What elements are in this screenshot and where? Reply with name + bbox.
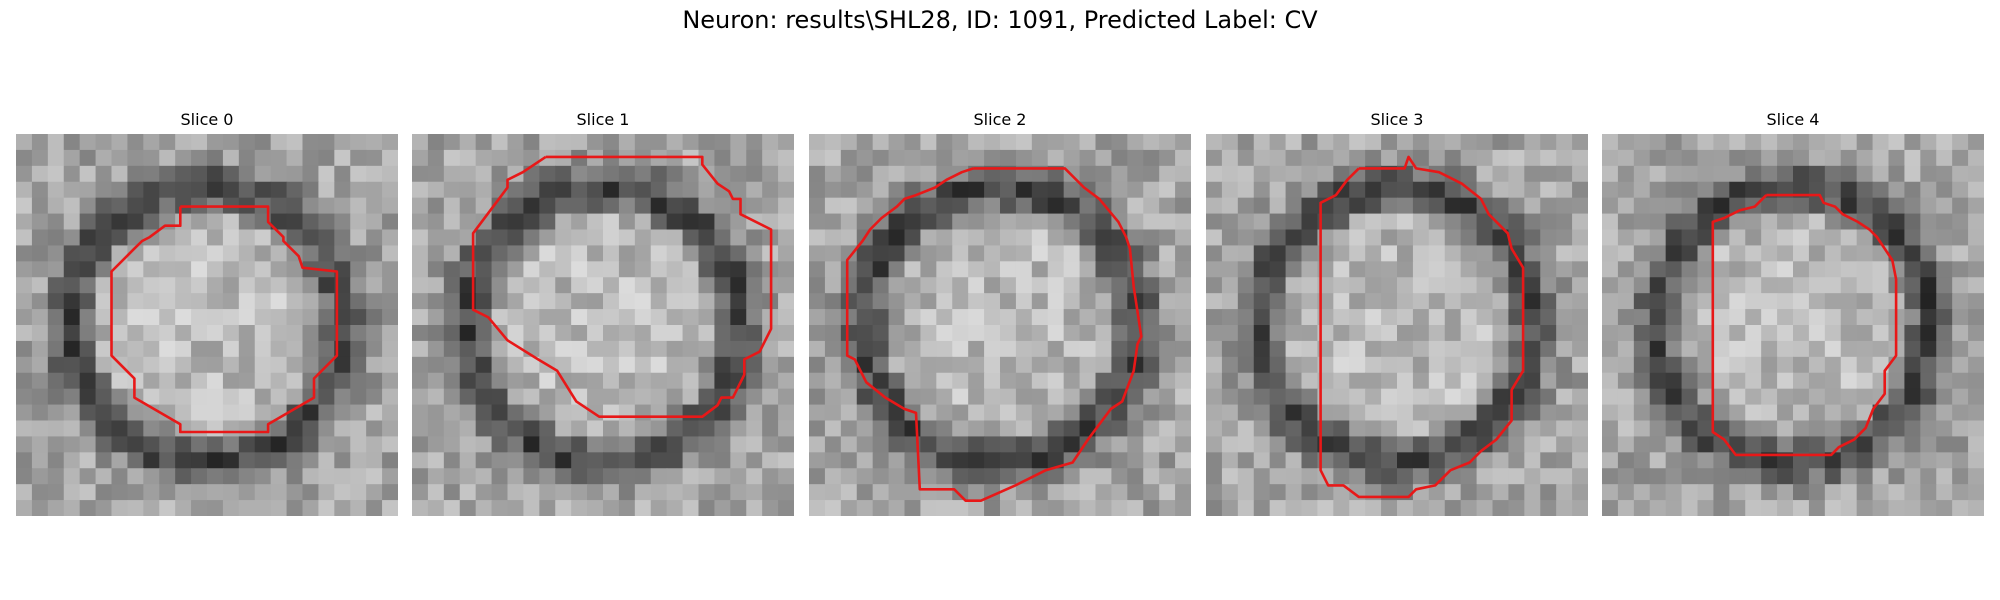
slice-title: Slice 1 — [576, 110, 630, 129]
slice-title: Slice 2 — [973, 110, 1027, 129]
slice-panel-4: Slice 4 — [1602, 108, 1984, 516]
micrograph-svg — [16, 134, 398, 516]
slice-panel-0: Slice 0 — [16, 108, 398, 516]
slice-panel-2: Slice 2 — [809, 108, 1191, 516]
figure-title: Neuron: results\SHL28, ID: 1091, Predict… — [682, 6, 1318, 34]
slice-image — [412, 134, 794, 516]
slice-image — [1602, 134, 1984, 516]
segmentation-contour — [110, 205, 339, 434]
pixel-grid — [809, 134, 1191, 516]
micrograph-svg — [412, 134, 794, 516]
pixel-grid — [1206, 134, 1588, 516]
segmentation-contour — [845, 167, 1143, 503]
slice-image — [16, 134, 398, 516]
slice-image — [809, 134, 1191, 516]
slice-title: Slice 0 — [180, 110, 234, 129]
pixel-grid — [16, 134, 398, 516]
slice-title: Slice 3 — [1370, 110, 1424, 129]
pixel-grid — [1602, 134, 1984, 516]
micrograph-svg — [809, 134, 1191, 516]
segmentation-contour — [1319, 155, 1525, 499]
micrograph-svg — [1206, 134, 1588, 516]
slice-title: Slice 4 — [1766, 110, 1820, 129]
segmentation-contour — [471, 155, 773, 419]
slice-panel-3: Slice 3 — [1206, 108, 1588, 516]
slice-image — [1206, 134, 1588, 516]
pixel-grid — [412, 134, 794, 516]
slice-panel-1: Slice 1 — [412, 108, 794, 516]
segmentation-contour — [1711, 193, 1898, 457]
micrograph-svg — [1602, 134, 1984, 516]
